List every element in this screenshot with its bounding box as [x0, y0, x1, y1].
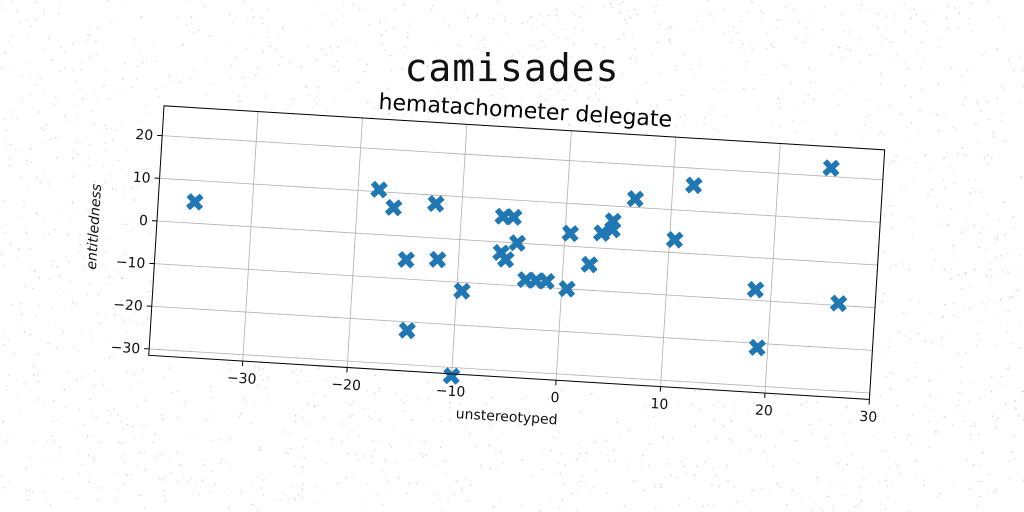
x-axis-label: unstereotyped	[455, 406, 558, 428]
x-tick-label: 10	[650, 396, 669, 413]
scatter-point	[685, 176, 703, 194]
figure-suptitle: camisades	[404, 46, 620, 90]
x-tick-label: −10	[435, 383, 465, 401]
x-tick-label: 20	[754, 402, 773, 419]
scatter-point	[385, 198, 403, 217]
x-grid-line	[346, 117, 363, 368]
y-tick-labels: −30 −20 −10 0 10 20	[110, 127, 154, 358]
x-grid-line	[451, 124, 468, 374]
scatter-point	[604, 212, 622, 230]
x-grid-line	[555, 130, 572, 381]
scatter-point	[497, 250, 515, 269]
y-tick-label: −30	[110, 340, 140, 358]
scatter-point	[397, 251, 415, 269]
y-tick-label: −20	[113, 297, 143, 315]
x-grid-line	[660, 137, 677, 387]
scatter-point	[561, 224, 579, 243]
scatter-point	[427, 195, 445, 213]
scatter-point	[558, 280, 576, 298]
scatter-point	[626, 190, 644, 208]
scatter-point	[829, 294, 848, 312]
scatter-point	[580, 255, 599, 274]
x-tick-label: −20	[331, 377, 361, 395]
scatter-point	[370, 180, 388, 199]
x-tick-labels: −30 −20 −10 0 10 20 30	[226, 370, 877, 426]
scatter-point	[429, 250, 447, 269]
y-grid-line	[154, 263, 876, 309]
scatter-point	[748, 338, 766, 357]
scatter-point	[822, 159, 840, 177]
scatter-point	[746, 281, 765, 299]
y-grid-line	[159, 177, 881, 223]
chart-container: −30 −20 −10 0 10 20 30 −30 −20 −10 0 10 20 hematach…	[35, 69, 937, 502]
scatter-point	[504, 208, 523, 226]
scatter-markers	[186, 159, 848, 385]
scatter-point	[666, 231, 684, 249]
scatter-point	[537, 272, 556, 290]
x-tick-label: −30	[226, 370, 256, 388]
x-tick-label: 30	[859, 409, 878, 426]
x-grid-line	[242, 111, 259, 362]
plot-frame	[148, 105, 886, 400]
scatter-point	[442, 367, 461, 385]
x-tick-label: 0	[550, 390, 560, 407]
plot-area	[148, 105, 885, 400]
y-tick-label: 10	[132, 170, 151, 187]
y-tick-label: −10	[115, 254, 145, 272]
y-axis-label: entitledness	[84, 183, 105, 270]
scatter-point	[508, 234, 526, 252]
x-grid-line	[764, 143, 781, 394]
y-tick-label: 0	[139, 213, 149, 230]
y-tick-label: 20	[135, 127, 154, 144]
scatter-point	[398, 321, 416, 340]
y-grid-line	[162, 135, 883, 181]
scatter-point	[453, 282, 471, 300]
scatter-point	[186, 193, 204, 211]
y-grid-line	[149, 348, 870, 394]
scatter-point	[593, 224, 611, 242]
